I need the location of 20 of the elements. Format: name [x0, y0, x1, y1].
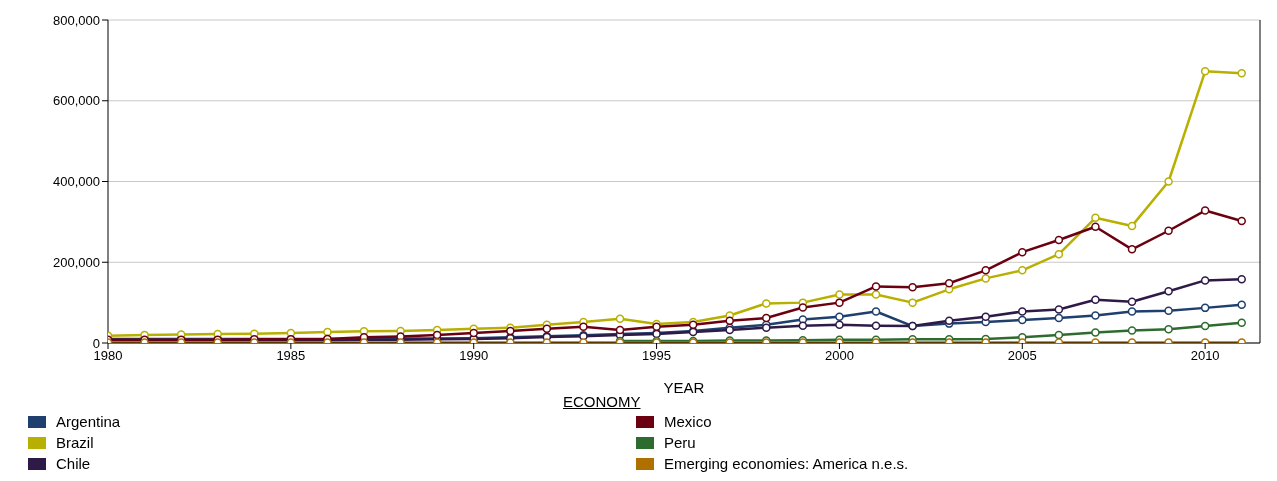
legend-label: Peru — [664, 434, 696, 451]
legend-label: Mexico — [664, 413, 712, 430]
y-tick-label: 200,000 — [53, 254, 100, 270]
x-tick-label: 1995 — [642, 348, 672, 364]
x-tick-label: 2005 — [1007, 348, 1037, 364]
legend-title: ECONOMY — [563, 393, 641, 410]
x-axis-title: YEAR — [663, 379, 705, 396]
x-tick-label: 2000 — [824, 348, 854, 364]
legend-label: Brazil — [56, 434, 94, 451]
y-tick-label: 600,000 — [53, 93, 100, 109]
legend-label: Argentina — [56, 413, 121, 430]
y-tick-label: 800,000 — [53, 12, 100, 28]
x-tick-label: 1980 — [93, 348, 123, 364]
legend-label: Emerging economies: America n.e.s. — [664, 455, 909, 472]
x-tick-label: 2010 — [1190, 348, 1220, 364]
legend-label: Chile — [56, 455, 91, 472]
x-tick-label: 1990 — [459, 348, 489, 364]
y-tick-label: 0 — [92, 335, 100, 351]
y-tick-label: 400,000 — [53, 174, 100, 190]
x-tick-label: 1985 — [276, 348, 306, 364]
